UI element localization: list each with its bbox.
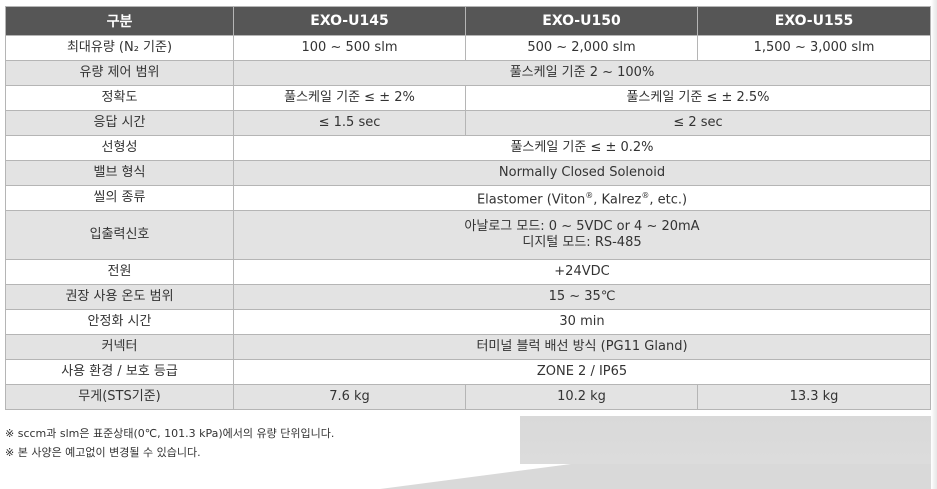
flow-control-range-value: 풀스케일 기준 2 ~ 100%	[233, 60, 931, 86]
accuracy-u150-u155: 풀스케일 기준 ≤ ± 2.5%	[465, 85, 931, 111]
connector-value: 터미널 블럭 배선 방식 (PG11 Gland)	[233, 334, 931, 360]
max-flow-u145: 100 ~ 500 slm	[233, 35, 466, 61]
table-row: 입출력신호 아날로그 모드: 0 ~ 5VDC or 4 ~ 20mA 디지털 …	[5, 210, 931, 260]
page-shadow-fill	[520, 416, 937, 464]
accuracy-u145: 풀스케일 기준 ≤ ± 2%	[233, 85, 466, 111]
page-edge	[931, 0, 937, 489]
table-row: 전원 +24VDC	[5, 259, 931, 285]
registered-mark: ®	[641, 190, 650, 200]
table-row: 선형성 풀스케일 기준 ≤ ± 0.2%	[5, 135, 931, 161]
row-label-response-time: 응답 시간	[5, 110, 234, 136]
footnote-change-notice: ※ 본 사양은 예고없이 변경될 수 있습니다.	[5, 446, 201, 459]
table-row: 밸브 형식 Normally Closed Solenoid	[5, 160, 931, 186]
seal-type-text-b: , Kalrez	[593, 192, 642, 208]
io-signal-digital: 디지털 모드: RS-485	[522, 235, 642, 250]
table-row: 유량 제어 범위 풀스케일 기준 2 ~ 100%	[5, 60, 931, 86]
table-row: 씰의 종류 Elastomer (Viton®, Kalrez®, etc.)	[5, 185, 931, 211]
row-label-temp-range: 권장 사용 온도 범위	[5, 284, 234, 310]
table-row: 최대유량 (N₂ 기준) 100 ~ 500 slm 500 ~ 2,000 s…	[5, 35, 931, 61]
seal-type-text-c: , etc.)	[649, 192, 688, 208]
row-label-environment: 사용 환경 / 보호 등급	[5, 359, 234, 385]
power-value: +24VDC	[233, 259, 931, 285]
table-row: 정확도 풀스케일 기준 ≤ ± 2% 풀스케일 기준 ≤ ± 2.5%	[5, 85, 931, 111]
row-label-linearity: 선형성	[5, 135, 234, 161]
row-label-seal-type: 씰의 종류	[5, 185, 234, 211]
seal-type-text-a: Elastomer (Viton	[476, 192, 586, 208]
table-row: 권장 사용 온도 범위 15 ~ 35℃	[5, 284, 931, 310]
table-row: 안정화 시간 30 min	[5, 309, 931, 335]
footnote-units: ※ sccm과 slm은 표준상태(0℃, 101.3 kPa)에서의 유량 단…	[5, 427, 335, 440]
table-header-row: 구분 EXO-U145 EXO-U150 EXO-U155	[5, 6, 931, 36]
max-flow-u155: 1,500 ~ 3,000 slm	[697, 35, 931, 61]
table-row: 응답 시간 ≤ 1.5 sec ≤ 2 sec	[5, 110, 931, 136]
row-label-connector: 커넥터	[5, 334, 234, 360]
io-signal-value: 아날로그 모드: 0 ~ 5VDC or 4 ~ 20mA 디지털 모드: RS…	[233, 210, 931, 260]
weight-u150: 10.2 kg	[465, 384, 698, 410]
row-label-max-flow: 최대유량 (N₂ 기준)	[5, 35, 234, 61]
seal-type-value: Elastomer (Viton®, Kalrez®, etc.)	[233, 185, 931, 211]
max-flow-u150: 500 ~ 2,000 slm	[465, 35, 698, 61]
row-label-stabilization: 안정화 시간	[5, 309, 234, 335]
table-row: 커넥터 터미널 블럭 배선 방식 (PG11 Gland)	[5, 334, 931, 360]
weight-u155: 13.3 kg	[697, 384, 931, 410]
temp-range-value: 15 ~ 35℃	[233, 284, 931, 310]
registered-mark: ®	[585, 190, 594, 200]
row-label-io-signal: 입출력신호	[5, 210, 234, 260]
header-exo-u150: EXO-U150	[465, 6, 698, 36]
table-row: 무게(STS기준) 7.6 kg 10.2 kg 13.3 kg	[5, 384, 931, 410]
row-label-power: 전원	[5, 259, 234, 285]
header-exo-u155: EXO-U155	[697, 6, 931, 36]
response-time-u145: ≤ 1.5 sec	[233, 110, 466, 136]
row-label-accuracy: 정확도	[5, 85, 234, 111]
row-label-flow-control-range: 유량 제어 범위	[5, 60, 234, 86]
weight-u145: 7.6 kg	[233, 384, 466, 410]
linearity-value: 풀스케일 기준 ≤ ± 0.2%	[233, 135, 931, 161]
row-label-valve-type: 밸브 형식	[5, 160, 234, 186]
page-shadow-left	[0, 415, 380, 489]
stabilization-value: 30 min	[233, 309, 931, 335]
row-label-weight: 무게(STS기준)	[5, 384, 234, 410]
environment-value: ZONE 2 / IP65	[233, 359, 931, 385]
spec-table: 구분 EXO-U145 EXO-U150 EXO-U155 최대유량 (N₂ 기…	[5, 6, 931, 410]
valve-type-value: Normally Closed Solenoid	[233, 160, 931, 186]
header-category: 구분	[5, 6, 234, 36]
footnotes: ※ sccm과 slm은 표준상태(0℃, 101.3 kPa)에서의 유량 단…	[5, 424, 334, 462]
io-signal-analog: 아날로그 모드: 0 ~ 5VDC or 4 ~ 20mA	[464, 219, 700, 234]
header-exo-u145: EXO-U145	[233, 6, 466, 36]
table-row: 사용 환경 / 보호 등급 ZONE 2 / IP65	[5, 359, 931, 385]
response-time-u150-u155: ≤ 2 sec	[465, 110, 931, 136]
